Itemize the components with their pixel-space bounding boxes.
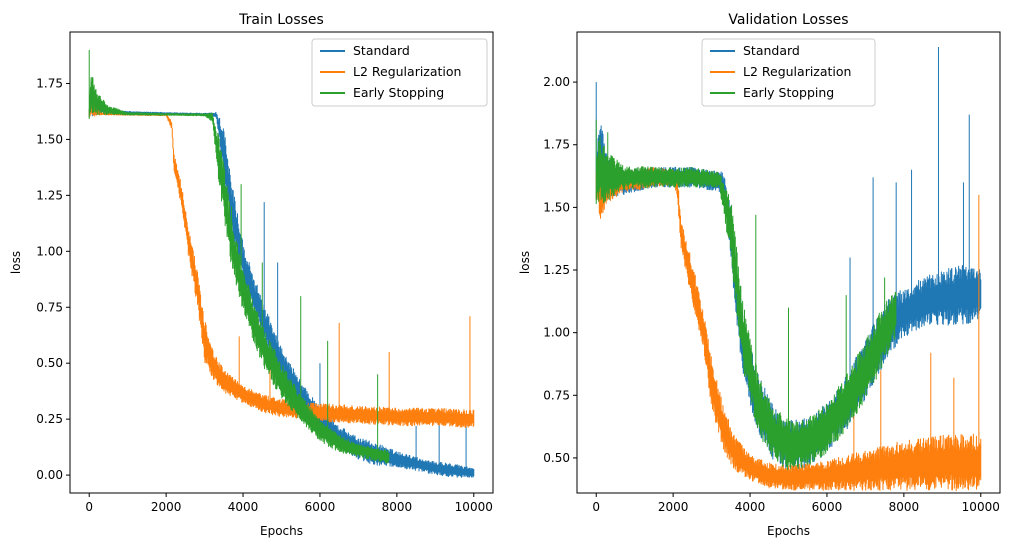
y-tick-label: 1.00 <box>543 326 570 340</box>
x-tick-label: 10000 <box>455 500 493 514</box>
y-tick-label: 0.75 <box>543 388 570 402</box>
x-tick-label: 10000 <box>962 500 1000 514</box>
series-line-standard <box>88 91 475 478</box>
legend-label-l2-regularization: L2 Regularization <box>743 64 851 79</box>
x-axis-label: Epochs <box>260 524 303 538</box>
legend-frame <box>701 38 876 107</box>
y-tick-label: 0.25 <box>36 412 63 426</box>
y-tick-label: 2.00 <box>543 75 570 89</box>
x-axis-label: Epochs <box>767 524 810 538</box>
x-tick-label: 8000 <box>382 500 413 514</box>
legend: Standard L2 Regularization Early Stoppin… <box>311 38 488 107</box>
chart-title: Validation Losses <box>728 12 848 28</box>
y-axis-ticks: 0.00 0.25 0.50 0.75 1.00 1.25 1.50 1.75 <box>36 76 70 482</box>
y-tick-label: 1.00 <box>36 244 63 258</box>
y-axis-label: loss <box>518 251 532 274</box>
y-tick-label: 1.75 <box>543 138 570 152</box>
y-tick-label: 0.50 <box>36 356 63 370</box>
validation-losses-panel: Validation Losses 0 2000 4000 6000 8000 10000… <box>518 12 1001 538</box>
x-tick-label: 6000 <box>812 500 843 514</box>
y-tick-label: 1.75 <box>36 76 63 90</box>
series-line-l2-regularization <box>88 100 475 428</box>
x-tick-label: 6000 <box>305 500 336 514</box>
x-tick-label: 2000 <box>151 500 182 514</box>
y-tick-label: 1.50 <box>543 200 570 214</box>
legend-frame <box>311 38 488 107</box>
series-line-early-stopping <box>88 49 390 464</box>
x-tick-label: 0 <box>592 500 600 514</box>
y-tick-label: 0.75 <box>36 300 63 314</box>
validation-series-layer <box>595 47 982 492</box>
x-tick-label: 8000 <box>889 500 920 514</box>
series-line-early-stopping <box>595 119 897 471</box>
legend-label-early-stopping: Early Stopping <box>353 85 444 100</box>
y-tick-label: 1.50 <box>36 132 63 146</box>
x-tick-label: 0 <box>85 500 93 514</box>
train-series-layer <box>88 49 475 478</box>
series-line-l2-regularization <box>595 164 982 492</box>
legend: Standard L2 Regularization Early Stoppin… <box>701 38 876 107</box>
x-tick-label: 4000 <box>735 500 766 514</box>
plot-frame <box>69 31 494 494</box>
plot-frame <box>576 31 1001 494</box>
y-tick-label: 1.25 <box>36 188 63 202</box>
train-losses-panel: Train Losses 0 2000 4000 6000 8000 10000 0.00… <box>9 12 494 538</box>
x-tick-label: 2000 <box>658 500 689 514</box>
legend-label-standard: Standard <box>743 43 800 58</box>
legend-label-early-stopping: Early Stopping <box>743 85 834 100</box>
y-tick-label: 0.50 <box>543 451 570 465</box>
y-axis-label: loss <box>9 251 23 274</box>
chart-title: Train Losses <box>238 12 324 28</box>
legend-label-standard: Standard <box>353 43 410 58</box>
legend-label-l2-regularization: L2 Regularization <box>353 64 461 79</box>
x-tick-label: 4000 <box>228 500 259 514</box>
x-axis-ticks: 0 2000 4000 6000 8000 10000 <box>592 493 1000 514</box>
y-tick-label: 1.25 <box>543 263 570 277</box>
x-axis-ticks: 0 2000 4000 6000 8000 10000 <box>85 493 493 514</box>
y-axis-ticks: 0.50 0.75 1.00 1.25 1.50 1.75 2.00 <box>543 75 577 465</box>
y-tick-label: 0.00 <box>36 468 63 482</box>
